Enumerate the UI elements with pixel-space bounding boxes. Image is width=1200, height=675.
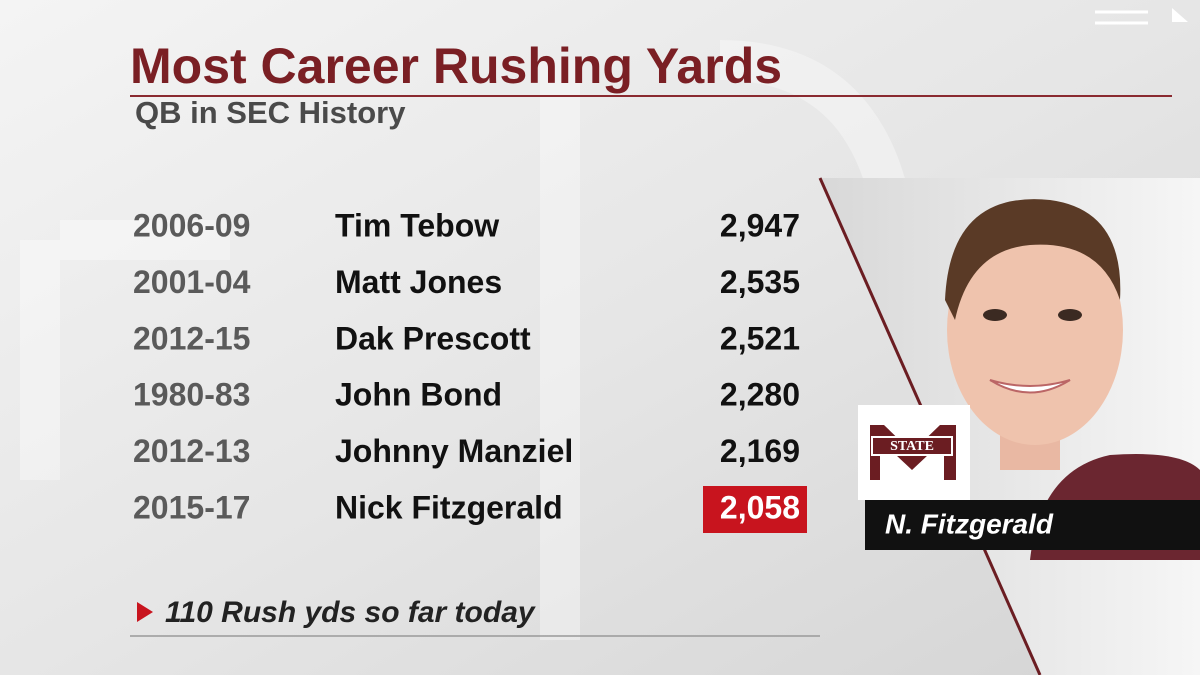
row-name: Johnny Manziel [335, 433, 573, 469]
row-yards: 2,521 [720, 320, 800, 356]
row-name: Nick Fitzgerald [335, 489, 563, 525]
row-yards: 2,280 [720, 377, 800, 413]
row-yards: 2,169 [720, 433, 800, 469]
row-years: 2012-15 [133, 320, 250, 356]
row-years: 1980-83 [133, 377, 250, 413]
row-years: 2001-04 [133, 264, 251, 300]
table: 2006-09 Tim Tebow 2,947 2001-04 Matt Jones 2,… [133, 207, 807, 533]
logo-text: STATE [890, 439, 934, 454]
row-yards: 2,535 [720, 264, 800, 300]
row-name: Dak Prescott [335, 320, 531, 356]
footnote: 110 Rush yds so far today [165, 596, 536, 629]
row-years: 2012-13 [133, 433, 250, 469]
player-caption: N. Fitzgerald [885, 508, 1054, 539]
title: Most Career Rushing Yards [130, 38, 782, 94]
row-years: 2015-17 [133, 489, 250, 525]
footnote-marker [137, 602, 153, 622]
subtitle: QB in SEC History [135, 95, 406, 130]
highlight-box [703, 486, 807, 533]
top-icons [1095, 8, 1188, 25]
caption-box [865, 500, 1200, 550]
row-years: 2006-09 [133, 207, 250, 243]
row-name: Tim Tebow [335, 207, 499, 243]
logo-band [871, 436, 953, 456]
row-name: Matt Jones [335, 264, 502, 300]
row-yards: 2,058 [720, 489, 800, 525]
row-yards: 2,947 [720, 207, 800, 243]
row-name: John Bond [335, 377, 502, 413]
